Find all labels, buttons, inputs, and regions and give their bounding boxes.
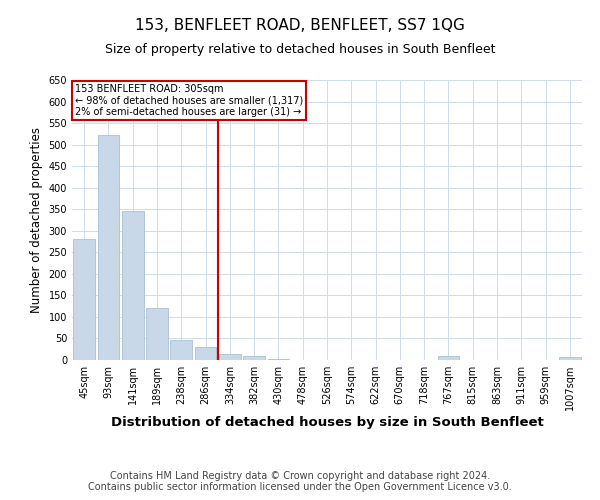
Text: 153, BENFLEET ROAD, BENFLEET, SS7 1QG: 153, BENFLEET ROAD, BENFLEET, SS7 1QG: [135, 18, 465, 32]
Text: 153 BENFLEET ROAD: 305sqm
← 98% of detached houses are smaller (1,317)
2% of sem: 153 BENFLEET ROAD: 305sqm ← 98% of detac…: [74, 84, 303, 117]
Bar: [437, 356, 460, 360]
Bar: [146, 308, 168, 360]
Bar: [559, 356, 581, 360]
X-axis label: Distribution of detached houses by size in South Benfleet: Distribution of detached houses by size …: [110, 416, 544, 429]
Bar: [73, 240, 95, 360]
Text: Size of property relative to detached houses in South Benfleet: Size of property relative to detached ho…: [105, 42, 495, 56]
Bar: [243, 356, 265, 360]
Text: Contains HM Land Registry data © Crown copyright and database right 2024.
Contai: Contains HM Land Registry data © Crown c…: [88, 471, 512, 492]
Bar: [97, 134, 119, 360]
Bar: [170, 340, 192, 360]
Bar: [122, 212, 143, 360]
Bar: [194, 347, 217, 360]
Bar: [268, 358, 289, 360]
Y-axis label: Number of detached properties: Number of detached properties: [30, 127, 43, 313]
Bar: [219, 354, 241, 360]
